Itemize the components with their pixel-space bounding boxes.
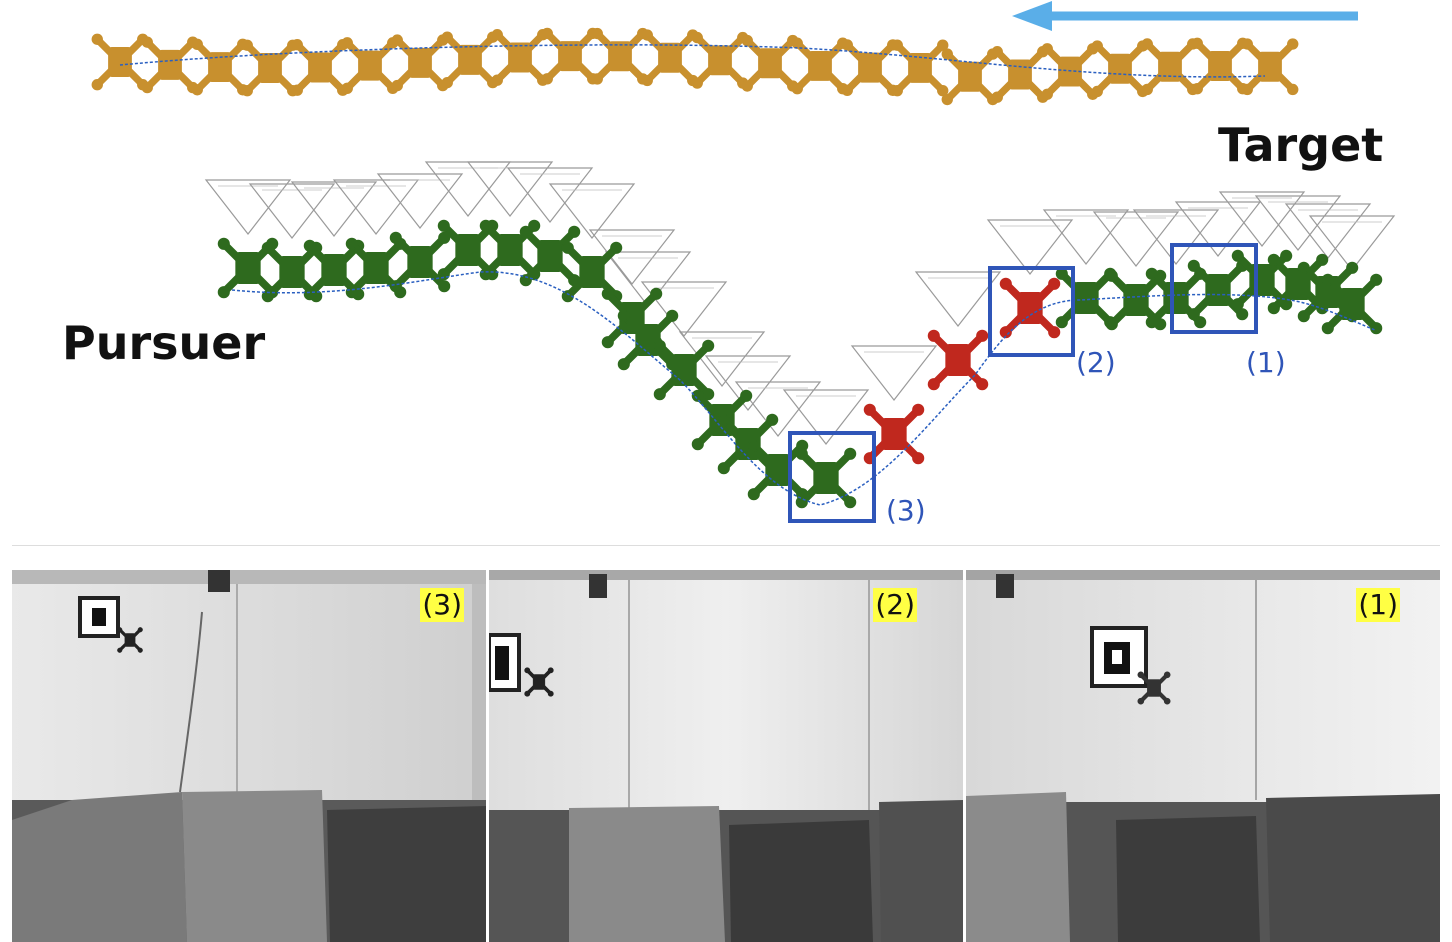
direction-arrow-icon — [1012, 1, 1358, 31]
target-drone-row — [92, 28, 1298, 104]
target-drone-icon — [642, 30, 698, 86]
pursuer-drone-icon — [390, 232, 449, 291]
target-drone-icon — [442, 32, 498, 88]
target-drone-icon — [292, 40, 348, 96]
pursuer-drone-icon — [654, 340, 713, 399]
marker-box-2 — [988, 266, 1075, 357]
camera-frustum-icon — [851, 345, 937, 401]
target-drone-icon — [542, 28, 598, 84]
divider-line — [12, 545, 1440, 546]
marker-box-3 — [788, 431, 876, 523]
target-drone-icon — [1192, 38, 1248, 94]
camera-frustum-icon — [205, 179, 291, 235]
camera-frustum-icon — [783, 389, 869, 445]
target-drone-icon — [142, 37, 198, 93]
target-drone-icon — [392, 35, 448, 91]
pursuer-trajectory — [231, 271, 1376, 506]
target-drone-icon — [492, 30, 548, 86]
target-drone-icon — [792, 38, 848, 94]
camera-frame-3: (3) — [12, 570, 486, 942]
target-drone-icon — [592, 28, 648, 84]
target-drone-icon — [742, 35, 798, 91]
target-drone-icon — [1092, 41, 1148, 97]
target-drone-icon — [692, 32, 748, 88]
pursuer-drone-icon — [796, 448, 855, 507]
marker-label-3: (3) — [886, 494, 926, 527]
camera-frustum-icon — [507, 167, 593, 223]
pursuer-label: Pursuer — [62, 316, 266, 370]
pursuer-drone-row — [218, 220, 1381, 507]
target-drone-icon — [942, 49, 998, 105]
target-drone-icon — [242, 40, 298, 96]
marker-label-1: (1) — [1246, 346, 1286, 379]
target-label: Target — [1218, 118, 1384, 172]
camera-frame-2: (2) — [489, 570, 963, 942]
target-drone-icon — [892, 40, 948, 96]
camera-frustum-icon — [987, 219, 1073, 275]
highlight-drone-icon — [1000, 278, 1059, 337]
target-drone-icon — [342, 38, 398, 94]
target-drone-icon — [842, 40, 898, 96]
frame-tag-2: (2) — [873, 588, 917, 622]
camera-frustum-icon — [1093, 211, 1179, 267]
marker-box-1 — [1170, 243, 1258, 334]
target-trajectory — [119, 44, 1266, 78]
target-drone-icon — [92, 34, 148, 90]
camera-frustum-icon — [377, 173, 463, 229]
camera-frustum-icon — [425, 161, 511, 217]
frame-tag-1: (1) — [1356, 588, 1400, 622]
frame-tag-3: (3) — [420, 588, 464, 622]
pursuer-drone-icon — [618, 310, 677, 369]
camera-frustum-icon — [705, 355, 791, 411]
target-drone-icon — [992, 47, 1048, 103]
target-drone-icon — [1142, 39, 1198, 95]
camera-frustum-icon — [249, 183, 335, 239]
highlight-drone-icon — [928, 330, 987, 389]
target-drone-icon — [1242, 39, 1298, 95]
camera-frame-1: (1) — [966, 570, 1440, 942]
pursuer-drone-icon — [1188, 260, 1247, 319]
marker-label-2: (2) — [1076, 346, 1116, 379]
camera-frustum-icon — [915, 271, 1001, 327]
target-drone-icon — [192, 39, 248, 95]
